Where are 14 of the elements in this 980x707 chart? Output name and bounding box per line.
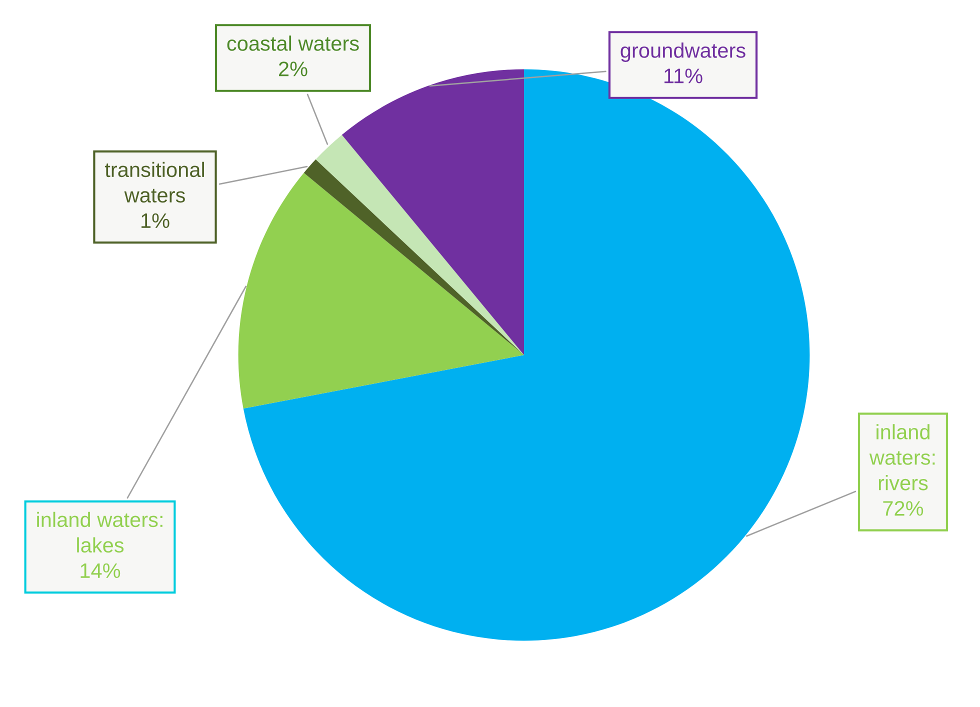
data-label: 11% — [664, 68, 702, 84]
data-label: 1% — [142, 213, 170, 228]
slice-label: inland waters: rivers — [869, 424, 935, 490]
data-label: 72% — [883, 501, 924, 516]
slice-label: groundwaters — [620, 42, 746, 62]
data-label: 14% — [80, 563, 120, 578]
pie-slice — [304, 159, 524, 355]
slice-label: coastal waters — [227, 36, 359, 51]
pie-slice — [238, 172, 524, 409]
pie-slice — [316, 134, 524, 355]
slice-label: transitional waters — [104, 162, 204, 203]
pie-slice — [342, 69, 524, 355]
data-label: 2% — [278, 62, 308, 76]
slice-label: inland waters: lakes — [37, 512, 162, 553]
